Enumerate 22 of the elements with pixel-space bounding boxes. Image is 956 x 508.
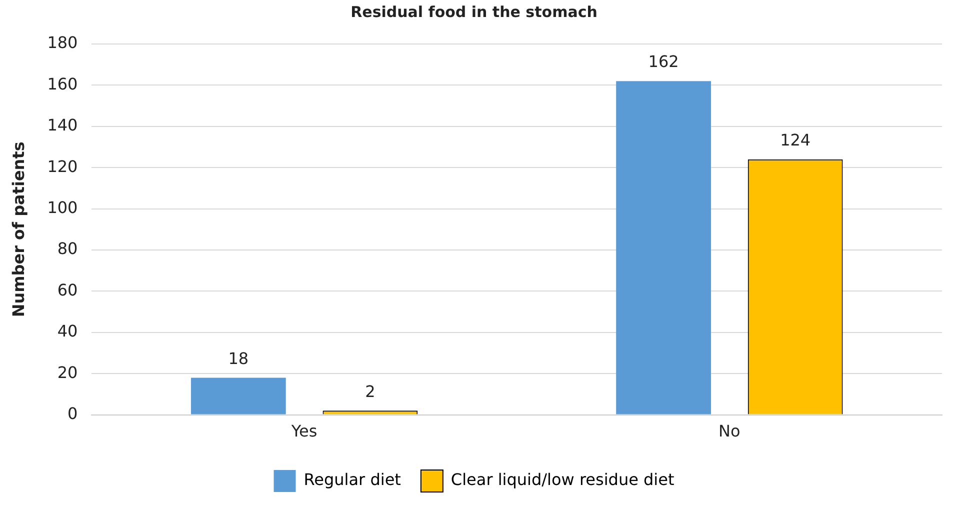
bar — [190, 378, 286, 414]
data-label: 162 — [648, 52, 679, 72]
data-label: 124 — [780, 130, 811, 150]
data-label: 2 — [365, 382, 376, 401]
y-axis-title: Number of patients — [8, 142, 28, 318]
data-label: 18 — [228, 348, 249, 368]
y-tick-label: 60 — [57, 280, 78, 300]
y-tick-label: 0 — [68, 404, 78, 423]
y-tick-label: 40 — [57, 322, 78, 341]
y-tick-label: 100 — [47, 198, 78, 217]
y-tick-label: 120 — [47, 156, 78, 176]
y-tick-label: 20 — [57, 362, 78, 382]
x-tick-label: Yes — [290, 422, 318, 441]
x-tick-label: No — [718, 422, 740, 441]
legend-label: Clear liquid/low residue diet — [450, 470, 674, 490]
y-tick-label: 160 — [47, 74, 78, 94]
y-tick-label: 180 — [47, 33, 78, 52]
y-tick-label: 80 — [57, 239, 78, 258]
legend-label: Regular diet — [304, 470, 401, 490]
bar — [616, 81, 711, 414]
chart-title: Residual food in the stomach — [350, 2, 598, 21]
y-tick-label: 140 — [47, 116, 78, 135]
